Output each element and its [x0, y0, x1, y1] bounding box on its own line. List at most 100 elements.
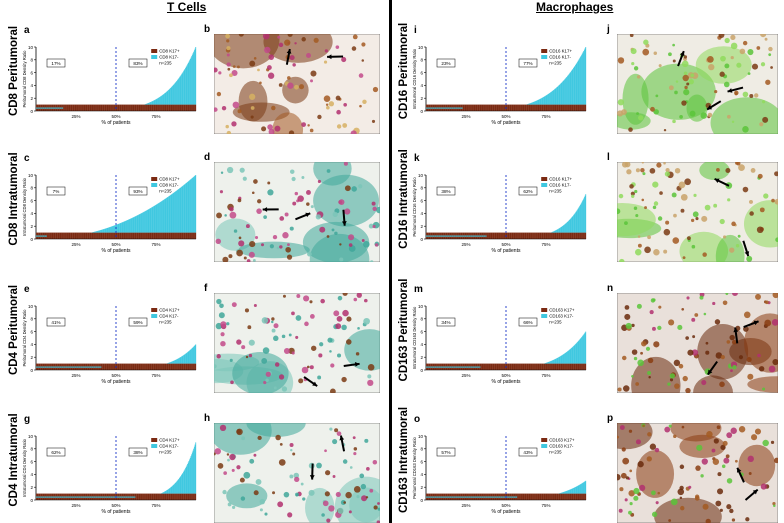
k17neg-bar [174, 360, 176, 364]
x-tick-label: 25% [461, 373, 470, 378]
k17pos-bar [577, 232, 578, 239]
k17pos-bar [149, 493, 151, 500]
k17neg-bar [45, 366, 47, 368]
k17pos-bar [50, 232, 52, 239]
k17pos-bar [543, 493, 545, 500]
k17pos-bar [142, 493, 144, 500]
k17neg-bar [430, 496, 431, 498]
k17pos-bar [556, 363, 558, 370]
k17neg-bar [436, 235, 438, 237]
k17pos-bar [149, 232, 151, 239]
k17neg-bar [432, 107, 433, 109]
k17pos-bar [161, 104, 163, 111]
k17neg-bar [573, 346, 574, 364]
k17neg-bar [563, 224, 565, 233]
k17neg-bar [63, 366, 65, 368]
k17pos-bar [568, 363, 570, 370]
k17neg-bar [439, 496, 441, 498]
k17pos-bar [486, 232, 488, 239]
x-tick-label: 50% [111, 242, 120, 247]
k17pos-bar [530, 493, 532, 500]
k17neg-bar [541, 98, 542, 105]
k17neg-bar [55, 366, 56, 368]
k17pos-bar [533, 363, 535, 370]
k17neg-bar [584, 481, 586, 494]
k17neg-bar [175, 191, 177, 233]
k17neg-bar [93, 231, 95, 233]
k17pos-bar [517, 493, 519, 500]
k17neg-bar [78, 496, 80, 498]
k17pos-bar [542, 104, 544, 111]
panel-letter: i [414, 25, 417, 36]
k17pos-bar [55, 232, 57, 239]
k17neg-bar [181, 475, 182, 494]
cell [370, 260, 374, 262]
x-tick-label: 25% [461, 242, 470, 247]
cell [367, 374, 372, 379]
k17neg-bar [443, 496, 444, 498]
k17pos-bar [150, 493, 152, 500]
legend-swatch-k17pos [541, 49, 548, 53]
k17neg-bar [37, 496, 39, 498]
k17neg-bar [432, 496, 433, 498]
k17neg-bar [466, 366, 468, 368]
k17neg-bar [66, 366, 68, 368]
k17pos-bar [48, 232, 50, 239]
cell [320, 298, 325, 304]
tissue-region [232, 352, 289, 393]
k17neg-bar [484, 496, 486, 498]
k17neg-bar [44, 107, 46, 109]
k17pos-bar [174, 232, 176, 239]
k17neg-bar [94, 231, 96, 233]
k17pos-bar [525, 104, 527, 111]
k17neg-bar [466, 496, 468, 498]
k17pos-bar [547, 363, 549, 370]
k17neg-bar [178, 357, 180, 364]
k17pos-bar [108, 363, 110, 370]
k17pos-bar [127, 104, 129, 111]
k17pos-bar [515, 232, 517, 239]
k17pos-bar [146, 493, 148, 500]
k17pos-bar [191, 104, 193, 111]
k17neg-bar [71, 366, 73, 368]
k17pos-bar [532, 363, 534, 370]
k17pos-bar [148, 493, 150, 500]
x-tick-label: 25% [71, 114, 80, 119]
k17pos-bar [508, 232, 510, 239]
k17neg-bar [63, 496, 65, 498]
k17pos-bar [554, 493, 555, 500]
k17pos-bar [145, 493, 147, 500]
cell [306, 190, 311, 195]
k17pos-bar [572, 493, 574, 500]
k17neg-bar [564, 352, 566, 364]
k17pos-bar [159, 104, 161, 111]
k17neg-bar [151, 207, 153, 233]
k17neg-bar [471, 235, 473, 237]
k17neg-bar [72, 496, 74, 498]
k17neg-bar [427, 366, 429, 368]
k17neg-bar [437, 107, 439, 109]
k17pos-bar [486, 104, 488, 111]
k17neg-bar [570, 71, 572, 105]
k17neg-bar [160, 201, 162, 233]
k17pos-bar [169, 104, 171, 111]
k17pos-bar [583, 104, 585, 111]
cell [358, 73, 364, 78]
k17pos-bar [513, 232, 514, 239]
k17neg-bar [528, 103, 530, 105]
k17pos-bar [63, 232, 65, 239]
k17pos-bar [110, 104, 112, 111]
k17neg-bar [450, 496, 452, 498]
row-label-text: CD16 Peritumoral [398, 22, 410, 120]
cell [222, 256, 229, 262]
tissue-region [238, 80, 268, 122]
k17neg-bar [74, 496, 75, 498]
k17neg-bar [435, 235, 437, 237]
cell [301, 37, 306, 42]
k17pos-bar [104, 363, 106, 370]
k17neg-bar [467, 496, 469, 498]
k17neg-bar [502, 496, 504, 498]
arrow-head [354, 362, 360, 367]
k17pos-bar [552, 363, 554, 370]
k17pos-bar [570, 104, 572, 111]
